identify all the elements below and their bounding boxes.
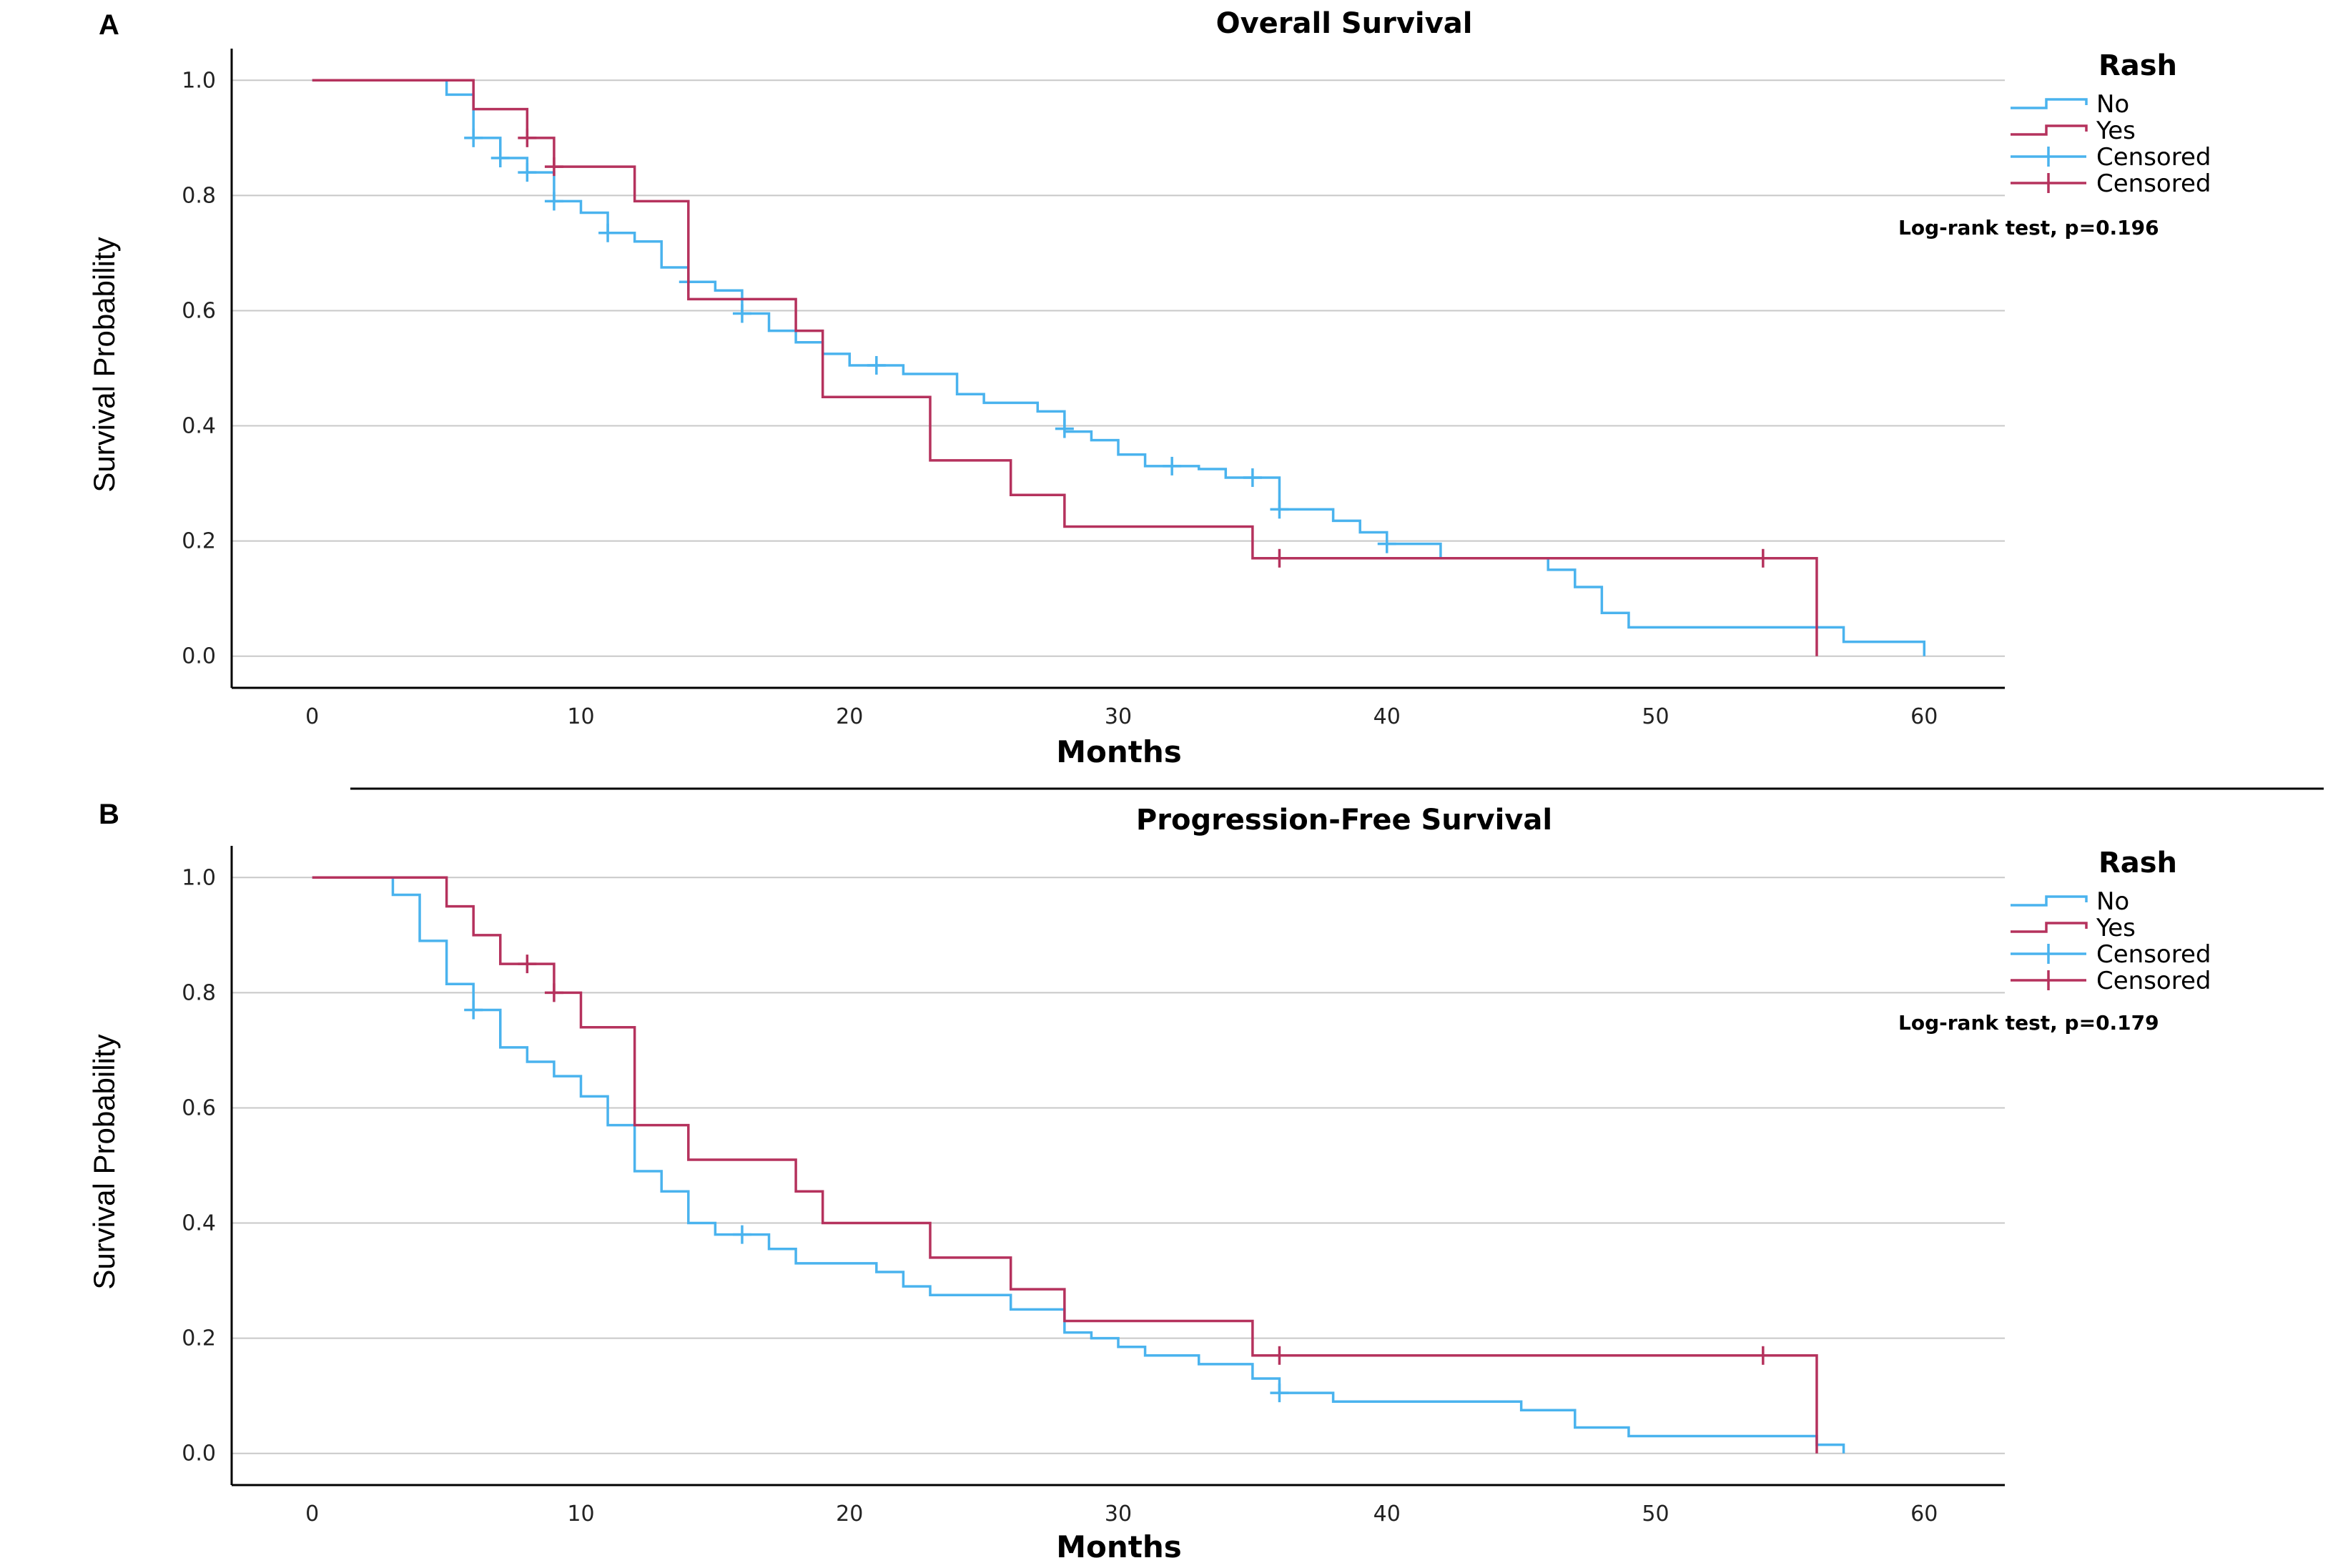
legend-title: Rash (2098, 847, 2177, 879)
x-tick-label: 40 (1373, 704, 1401, 729)
x-tick-label: 0 (305, 1502, 319, 1527)
survival-curve-yes (312, 876, 1818, 1454)
chart-title: Overall Survival (1216, 7, 1473, 40)
legend-entry: No (2096, 887, 2129, 916)
gridlines (232, 79, 2005, 657)
x-tick-label: 60 (1910, 1502, 1938, 1527)
log-rank-annotation: Log-rank test, p=0.179 (1898, 1011, 2159, 1035)
x-tick-label: 10 (567, 1502, 594, 1527)
survival-curve-no (312, 79, 1926, 656)
axes: 0.0 0.2 0.4 0.6 0.8 1.0 0 10 20 30 40 50 60 (182, 846, 2005, 1527)
legend-entry: Yes (2096, 914, 2136, 942)
legend-swatch (2011, 98, 2088, 109)
x-axis-title: Months (1056, 1529, 1182, 1564)
x-tick-label: 10 (567, 704, 594, 729)
x-tick-label: 0 (305, 704, 319, 729)
legend-title: Rash (2098, 49, 2177, 82)
legend-entry: No (2096, 90, 2129, 119)
legend-entry: Censored (2096, 967, 2211, 995)
x-tick-label: 30 (1105, 1502, 1132, 1527)
legend-entry: Yes (2096, 117, 2136, 145)
x-tick-label: 20 (836, 704, 863, 729)
y-tick-label: 0.6 (182, 298, 216, 323)
axes: 0.0 0.2 0.4 0.6 0.8 1.0 0 10 20 30 40 50 60 (182, 49, 2005, 729)
panel-b: B Progression-Free Survival 0.0 0.2 0.4 0.6… (87, 799, 2211, 1564)
x-tick-label: 40 (1373, 1502, 1401, 1527)
plot-area (312, 876, 1845, 1454)
y-tick-label: 0.0 (182, 1441, 216, 1466)
y-tick-label: 0.4 (182, 414, 216, 439)
panel-letter: A (99, 9, 119, 41)
x-tick-label: 60 (1910, 704, 1938, 729)
chart-title: Progression-Free Survival (1136, 804, 1552, 837)
panel-letter: B (99, 799, 119, 830)
x-tick-label: 20 (836, 1502, 863, 1527)
legend-entry: Censored (2096, 169, 2211, 198)
y-tick-label: 0.0 (182, 644, 216, 669)
legend-swatch (2011, 895, 2088, 907)
gridlines (232, 877, 2005, 1454)
y-tick-label: 1.0 (182, 68, 216, 93)
log-rank-annotation: Log-rank test, p=0.196 (1898, 216, 2159, 240)
x-tick-label: 30 (1105, 704, 1132, 729)
y-tick-label: 0.8 (182, 980, 216, 1005)
y-tick-label: 0.6 (182, 1095, 216, 1120)
survival-curve-yes (312, 79, 1818, 656)
x-axis-title: Months (1056, 734, 1182, 769)
y-tick-label: 0.4 (182, 1211, 216, 1236)
y-tick-label: 0.2 (182, 529, 216, 554)
legend-entry: Censored (2096, 940, 2211, 969)
legend-entry: Censored (2096, 143, 2211, 172)
y-axis-title: Survival Probability (87, 237, 121, 492)
y-tick-label: 1.0 (182, 865, 216, 890)
survival-curve-no (312, 876, 1845, 1454)
y-axis-title: Survival Probability (87, 1034, 121, 1289)
panel-a: A Overall Survival 0.0 0.2 0.4 0.6 0.8 1.0 0 10… (87, 7, 2211, 769)
plot-area (312, 79, 1926, 656)
legend-swatch (2011, 922, 2088, 933)
x-tick-label: 50 (1642, 704, 1669, 729)
legend-swatch (2011, 124, 2088, 136)
x-tick-label: 50 (1642, 1502, 1669, 1527)
y-tick-label: 0.2 (182, 1326, 216, 1351)
y-tick-label: 0.8 (182, 183, 216, 208)
